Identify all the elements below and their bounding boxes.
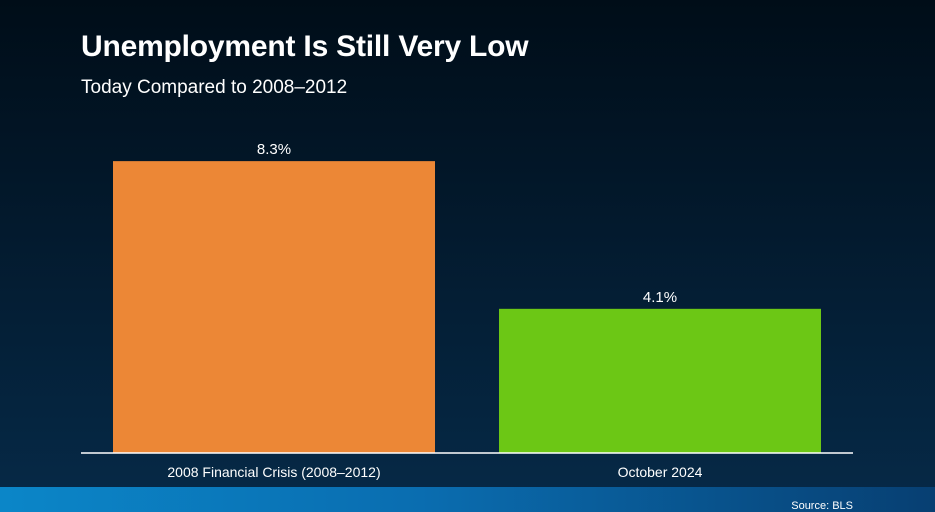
bar-2008-financial-crisis-2008-2012 xyxy=(113,161,435,453)
x-tick-label-october-2024: October 2024 xyxy=(618,464,703,480)
data-label-2008-financial-crisis-2008-2012: 8.3% xyxy=(257,141,291,158)
chart-subtitle: Today Compared to 2008–2012 xyxy=(81,77,348,98)
source-note: Source: BLS xyxy=(791,500,853,512)
chart-title: Unemployment Is Still Very Low xyxy=(81,30,529,63)
footer-bar xyxy=(0,487,935,512)
data-label-october-2024: 4.1% xyxy=(643,289,677,306)
bar-october-2024 xyxy=(499,308,821,453)
x-tick-label-2008-financial-crisis-2008-2012: 2008 Financial Crisis (2008–2012) xyxy=(167,464,380,480)
bars-layer: 8.3% 2008 Financial Crisis (2008–2012) 4.1… xyxy=(113,141,821,480)
